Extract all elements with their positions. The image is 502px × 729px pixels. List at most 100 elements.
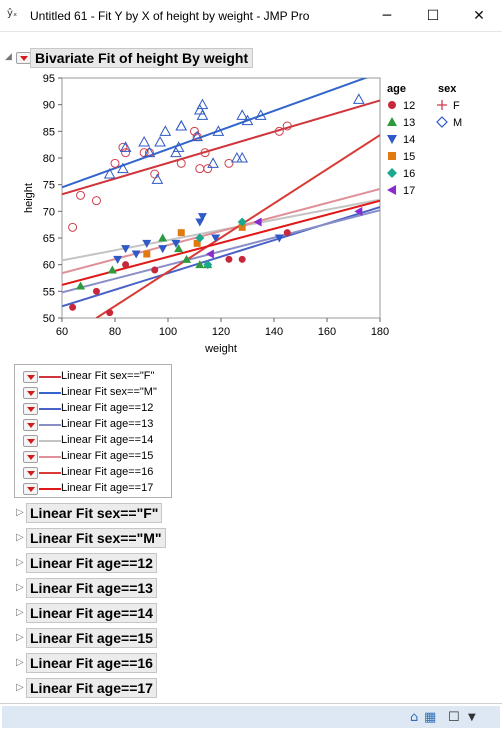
data-point-age-15	[193, 239, 201, 247]
data-point-age-12	[283, 229, 291, 237]
red-triangle-menu-icon[interactable]	[23, 451, 38, 463]
y-tick-label: 80	[43, 153, 55, 165]
data-point-sex-M	[352, 93, 365, 104]
data-point-age-14	[171, 239, 181, 248]
disclosure-closed-icon[interactable]: ▷	[16, 532, 24, 543]
red-triangle-menu-icon[interactable]	[23, 403, 38, 415]
data-point-sex-F	[76, 190, 86, 200]
y-x-icon: ŷₓ	[7, 8, 18, 19]
checkbox-icon[interactable]: ☐	[448, 710, 460, 725]
grid-icon[interactable]: ▦	[424, 710, 437, 725]
data-point-age-14	[158, 245, 168, 254]
fit-report-collapsed[interactable]: ▷ Linear Fit age==17	[14, 678, 314, 700]
data-point-age-15	[238, 223, 246, 231]
red-triangle-menu-icon[interactable]	[23, 467, 38, 479]
fits-legend-item[interactable]: Linear Fit age==16	[19, 465, 171, 481]
window-title: Untitled 61 - Fit Y by X of height by we…	[30, 9, 310, 23]
data-point-sex-F	[176, 158, 186, 168]
fit-report-collapsed[interactable]: ▷ Linear Fit age==14	[14, 603, 314, 625]
disclosure-closed-icon[interactable]: ▷	[16, 607, 24, 618]
red-triangle-menu-icon[interactable]	[23, 419, 38, 431]
data-point-sex-M	[254, 109, 267, 120]
legend-label-age-16: 16	[403, 168, 415, 180]
data-point-sex-F	[150, 169, 160, 179]
data-point-sex-M	[170, 146, 182, 158]
data-point-sex-F	[274, 126, 284, 136]
data-point-sex-M	[207, 157, 219, 168]
data-point-age-13	[76, 281, 86, 290]
y-tick-label: 60	[43, 260, 55, 272]
data-point-age-16	[203, 260, 213, 270]
fits-legend-item[interactable]: Linear Fit sex=="F"	[19, 369, 171, 385]
disclosure-closed-icon[interactable]: ▷	[16, 682, 24, 693]
fit-line	[62, 209, 380, 294]
red-triangle-menu-icon[interactable]	[16, 52, 31, 64]
fit-report-collapsed[interactable]: ▷ Linear Fit age==13	[14, 578, 314, 600]
fits-legend-label: Linear Fit age==15	[61, 450, 154, 462]
data-point-sex-M	[193, 103, 206, 115]
x-axis-label: weight	[204, 343, 237, 355]
fits-legend-label: Linear Fit age==14	[61, 434, 154, 446]
data-point-age-17	[253, 217, 262, 227]
data-point-sex-M	[196, 109, 209, 120]
data-point-sex-M	[119, 141, 132, 152]
data-point-age-13	[182, 254, 192, 263]
fits-legend-label: Linear Fit age==13	[61, 418, 154, 430]
legend-line-swatch	[39, 456, 61, 458]
legend-line-swatch	[39, 376, 61, 378]
red-triangle-menu-icon[interactable]	[23, 387, 38, 399]
red-triangle-menu-icon[interactable]	[23, 435, 38, 447]
dropdown-icon[interactable]: ▼	[468, 712, 476, 723]
data-point-sex-M	[236, 151, 249, 163]
legend-label-sex-F: F	[453, 100, 460, 112]
report-title: Bivariate Fit of height By weight	[30, 48, 254, 68]
data-point-sex-M	[172, 141, 185, 152]
disclosure-closed-icon[interactable]: ▷	[16, 507, 24, 518]
fits-legend-label: Linear Fit sex=="M"	[61, 386, 157, 398]
disclosure-closed-icon[interactable]: ▷	[16, 632, 24, 643]
fits-legend-item[interactable]: Linear Fit age==13	[19, 417, 171, 433]
data-point-age-12	[69, 303, 77, 311]
red-triangle-menu-icon[interactable]	[23, 371, 38, 383]
fits-legend-item[interactable]: Linear Fit sex=="M"	[19, 385, 171, 401]
fit-report-collapsed[interactable]: ▷ Linear Fit age==16	[14, 653, 314, 675]
legend-label-sex-M: M	[453, 117, 462, 129]
fit-report-collapsed[interactable]: ▷ Linear Fit age==12	[14, 553, 314, 575]
data-point-age-12	[225, 255, 233, 263]
legend-label-age-12: 12	[403, 100, 415, 112]
minimize-button[interactable]: ─	[382, 8, 392, 24]
y-tick-label: 90	[43, 100, 55, 112]
fits-legend-item[interactable]: Linear Fit age==12	[19, 401, 171, 417]
fit-report-collapsed[interactable]: ▷ Linear Fit age==15	[14, 628, 314, 650]
disclosure-open-icon[interactable]: ◢	[5, 52, 12, 62]
red-triangle-menu-icon[interactable]	[23, 483, 38, 495]
disclosure-closed-icon[interactable]: ▷	[16, 657, 24, 668]
fit-report-collapsed[interactable]: ▷ Linear Fit sex=="F"	[14, 503, 314, 525]
y-tick-label: 85	[43, 126, 55, 138]
disclosure-closed-icon[interactable]: ▷	[16, 557, 24, 568]
data-point-age-17	[354, 206, 363, 216]
fits-legend-item[interactable]: Linear Fit age==15	[19, 449, 171, 465]
close-button[interactable]: ✕	[473, 8, 485, 24]
fit-report-collapsed[interactable]: ▷ Linear Fit sex=="M"	[14, 528, 314, 550]
fit-report-title: Linear Fit age==14	[26, 603, 157, 623]
disclosure-closed-icon[interactable]: ▷	[16, 582, 24, 593]
data-point-age-14	[142, 239, 152, 248]
data-point-sex-M	[241, 114, 254, 126]
home-icon[interactable]: ⌂	[410, 710, 419, 725]
data-point-age-14	[113, 255, 123, 264]
y-tick-label: 75	[43, 180, 55, 192]
fit-line	[62, 99, 380, 196]
data-point-age-14	[211, 234, 221, 243]
fits-legend-item[interactable]: Linear Fit age==14	[19, 433, 171, 449]
data-point-sex-M	[154, 135, 166, 147]
fits-legend-item[interactable]: Linear Fit age==17	[19, 481, 171, 497]
data-point-sex-M	[103, 167, 116, 179]
maximize-button[interactable]: ☐	[426, 8, 440, 24]
legend-line-swatch	[39, 472, 61, 474]
data-point-age-16	[237, 217, 247, 227]
x-tick-label: 140	[265, 326, 283, 338]
data-point-sex-M	[236, 109, 249, 120]
legend-label-age-17: 17	[403, 185, 415, 197]
legend-line-swatch	[39, 408, 61, 410]
